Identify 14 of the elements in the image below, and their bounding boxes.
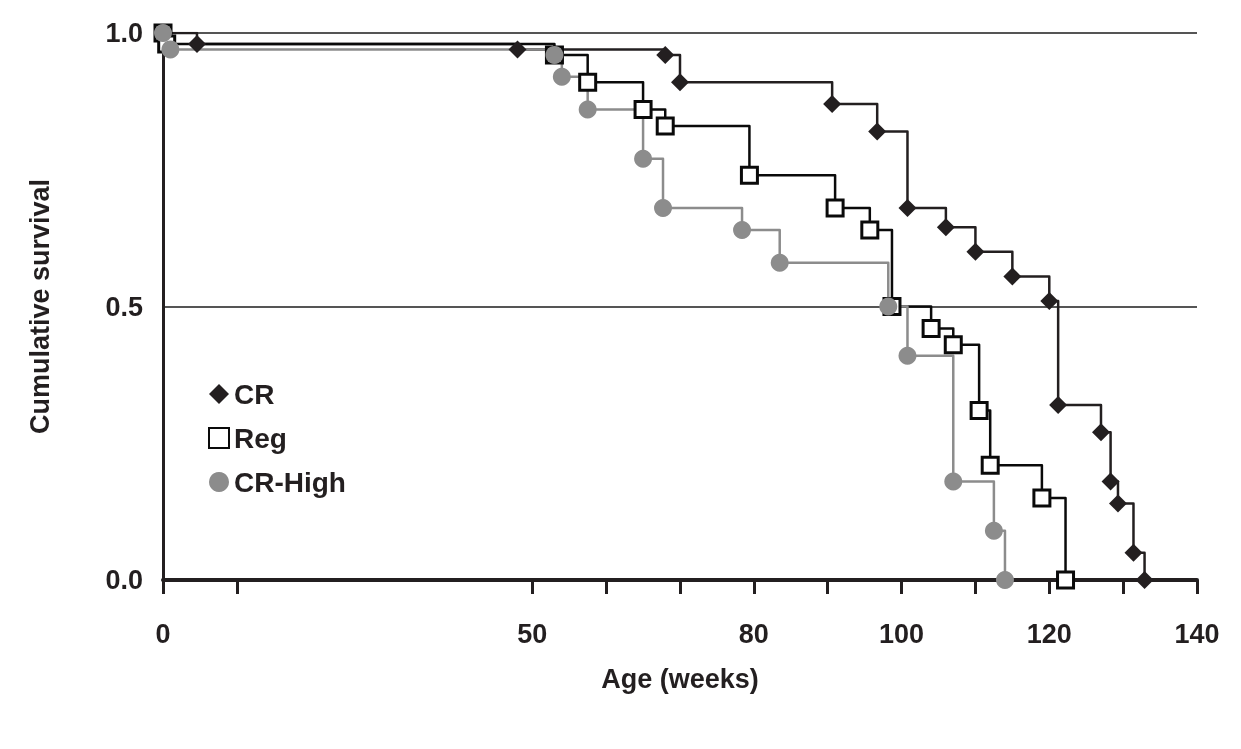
- x-tick-label: 100: [879, 618, 925, 649]
- x-tick-label: 0: [155, 618, 171, 649]
- x-tick-label: 50: [517, 618, 548, 649]
- x-axis-title: Age (weeks): [601, 663, 759, 694]
- y-axis-title: Cumulative survival: [24, 178, 55, 435]
- y-tick-label: 1.0: [105, 18, 143, 48]
- y-tick-label: 0.0: [105, 565, 143, 595]
- legend-label: CR: [234, 378, 275, 410]
- legend-label: CR-High: [234, 466, 346, 498]
- legend-label: Reg: [234, 422, 287, 454]
- x-tick-label: 80: [738, 618, 769, 649]
- y-tick-label: 0.5: [105, 291, 143, 322]
- x-tick-label: 140: [1174, 618, 1220, 649]
- x-tick-label: 120: [1026, 618, 1072, 649]
